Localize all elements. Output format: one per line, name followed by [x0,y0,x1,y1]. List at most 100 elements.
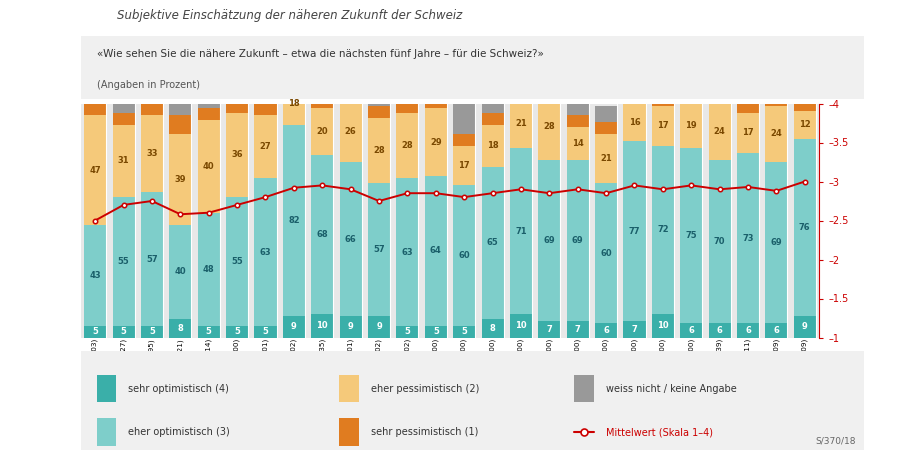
Text: 6: 6 [773,326,779,335]
Bar [255,326,276,338]
Bar [339,316,362,338]
Text: 43: 43 [89,271,101,280]
Bar [708,104,731,160]
Text: 47: 47 [89,166,101,175]
Text: 76: 76 [799,223,811,232]
Text: 10: 10 [515,321,526,330]
FancyBboxPatch shape [96,418,116,446]
Text: 48: 48 [202,265,214,274]
Text: 6: 6 [603,326,609,335]
Text: 71: 71 [515,226,526,235]
Text: 17: 17 [458,161,470,170]
FancyBboxPatch shape [96,375,116,402]
Text: 10: 10 [657,321,669,330]
Bar [368,117,390,183]
Bar [368,106,390,117]
Text: 5: 5 [263,327,268,336]
Bar [396,101,418,113]
Bar [453,326,475,338]
Text: 5: 5 [121,327,127,336]
Text: eher pessimistisch (2): eher pessimistisch (2) [371,383,479,394]
Bar [794,316,816,338]
Bar [255,115,276,178]
Bar [567,99,589,115]
Bar [453,185,475,326]
Bar [680,104,702,148]
Text: eher optimistisch (3): eher optimistisch (3) [128,427,230,437]
Text: 27: 27 [260,142,271,151]
Text: 82: 82 [288,216,300,225]
Text: 26: 26 [345,127,356,136]
Bar [510,314,532,338]
Text: 63: 63 [401,248,413,256]
Text: 77: 77 [629,226,640,235]
Bar [567,160,589,321]
Text: 60: 60 [458,251,470,260]
Text: 21: 21 [515,119,526,128]
Text: 12: 12 [799,120,811,129]
Text: 40: 40 [175,267,186,276]
Bar [595,106,617,122]
Text: 57: 57 [146,255,158,264]
Bar [283,71,305,82]
Text: 63: 63 [260,248,271,256]
Bar [141,104,163,115]
Bar [226,104,248,113]
Bar [425,176,447,326]
Bar [311,96,333,108]
Text: S/370/18: S/370/18 [815,436,856,445]
Bar [198,104,220,108]
FancyBboxPatch shape [339,418,359,446]
Bar [112,197,135,326]
Bar [396,178,418,326]
Text: 75: 75 [686,231,698,240]
Bar [482,104,504,113]
Bar [765,324,788,338]
Bar [226,113,248,197]
Text: 10: 10 [317,321,328,330]
Bar [510,148,532,314]
Text: 73: 73 [742,234,754,243]
Bar [255,178,276,326]
Bar [453,134,475,146]
Bar [141,326,163,338]
Text: 9: 9 [347,323,354,332]
Text: «Wie sehen Sie die nähere Zukunft – etwa die nächsten fünf Jahre – für die Schwe: «Wie sehen Sie die nähere Zukunft – etwa… [96,49,544,58]
FancyBboxPatch shape [574,375,594,402]
Text: 5: 5 [206,327,211,336]
Bar [680,80,702,92]
Text: Mittelwert (Skala 1–4): Mittelwert (Skala 1–4) [606,427,713,437]
Bar [339,162,362,316]
Bar [141,115,163,193]
Text: 20: 20 [317,127,328,136]
Bar [708,160,731,324]
Bar [311,314,333,338]
Bar [198,326,220,338]
Bar [368,183,390,316]
Text: 69: 69 [572,236,583,245]
Bar [169,115,192,134]
Bar [339,90,362,101]
Bar [538,160,561,321]
Text: 16: 16 [628,118,641,127]
Text: (Angaben in Prozent): (Angaben in Prozent) [96,80,200,90]
Text: 7: 7 [575,325,580,334]
Bar [765,106,788,162]
Text: 14: 14 [572,139,583,148]
Bar [283,316,305,338]
Text: 6: 6 [745,326,751,335]
Bar [680,324,702,338]
Bar [283,125,305,316]
Bar [538,94,561,160]
Text: 28: 28 [544,122,555,131]
Text: 64: 64 [430,247,442,256]
Bar [708,92,731,104]
Bar [595,122,617,134]
Text: 5: 5 [93,327,98,336]
Text: weiss nicht / keine Angabe: weiss nicht / keine Angabe [606,383,736,394]
Text: 69: 69 [544,236,555,245]
Text: 9: 9 [802,323,807,332]
Text: 5: 5 [149,327,155,336]
Text: 24: 24 [714,127,725,136]
Text: 5: 5 [462,327,467,336]
